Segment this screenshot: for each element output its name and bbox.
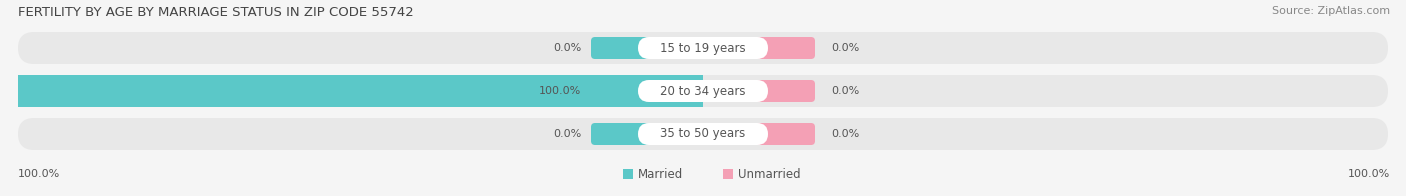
Text: 20 to 34 years: 20 to 34 years	[661, 84, 745, 97]
Text: 15 to 19 years: 15 to 19 years	[661, 42, 745, 54]
FancyBboxPatch shape	[756, 123, 815, 145]
Text: 35 to 50 years: 35 to 50 years	[661, 128, 745, 141]
Bar	[18, 75, 703, 107]
FancyBboxPatch shape	[591, 123, 650, 145]
FancyBboxPatch shape	[591, 37, 650, 59]
FancyBboxPatch shape	[18, 75, 1388, 107]
Bar	[723, 169, 733, 179]
FancyBboxPatch shape	[18, 32, 1388, 64]
Text: 0.0%: 0.0%	[831, 86, 859, 96]
Text: 100.0%: 100.0%	[18, 169, 60, 179]
FancyBboxPatch shape	[591, 80, 650, 102]
Text: 0.0%: 0.0%	[831, 43, 859, 53]
FancyBboxPatch shape	[756, 80, 815, 102]
Text: 100.0%: 100.0%	[1348, 169, 1391, 179]
Text: 100.0%: 100.0%	[538, 86, 581, 96]
FancyBboxPatch shape	[638, 123, 768, 145]
Text: FERTILITY BY AGE BY MARRIAGE STATUS IN ZIP CODE 55742: FERTILITY BY AGE BY MARRIAGE STATUS IN Z…	[18, 6, 413, 19]
FancyBboxPatch shape	[756, 37, 815, 59]
Text: Unmarried: Unmarried	[738, 168, 800, 181]
FancyBboxPatch shape	[638, 37, 768, 59]
Text: 0.0%: 0.0%	[553, 43, 581, 53]
Text: 0.0%: 0.0%	[831, 129, 859, 139]
FancyBboxPatch shape	[638, 80, 768, 102]
Text: Source: ZipAtlas.com: Source: ZipAtlas.com	[1272, 6, 1391, 16]
Text: 0.0%: 0.0%	[553, 129, 581, 139]
FancyBboxPatch shape	[18, 118, 1388, 150]
Bar	[623, 169, 633, 179]
Text: Married: Married	[638, 168, 683, 181]
